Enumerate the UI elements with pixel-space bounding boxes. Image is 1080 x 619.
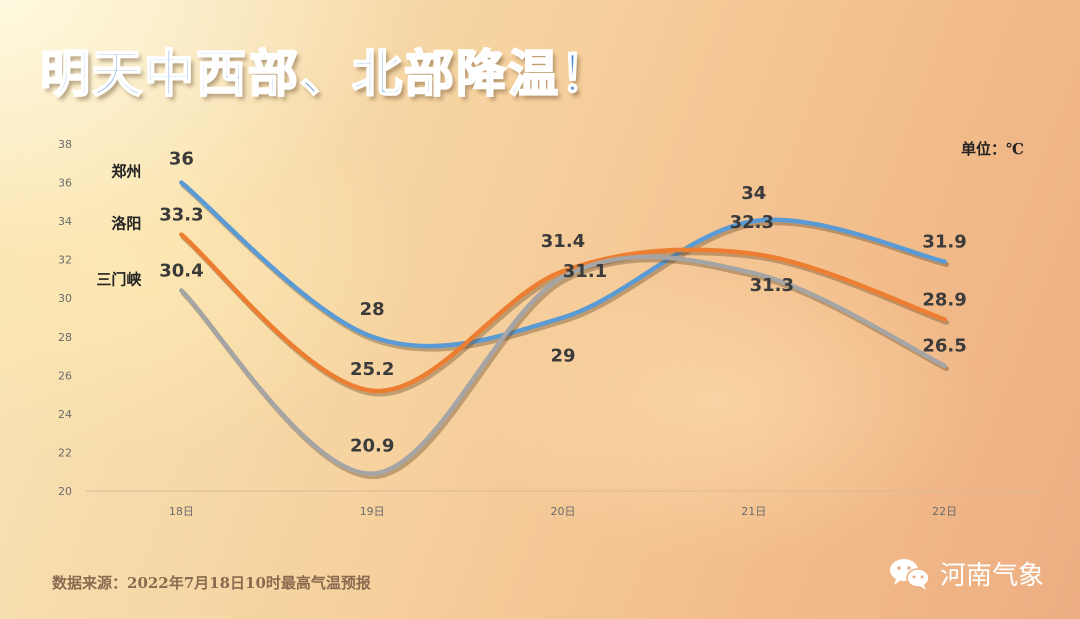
- data-label: 33.3: [159, 205, 203, 226]
- x-tick-label: 18日: [169, 505, 194, 518]
- y-tick-label: 20: [58, 485, 72, 498]
- x-tick-label: 21日: [741, 505, 766, 518]
- data-label: 34: [741, 183, 766, 204]
- wechat-icon: [889, 558, 930, 590]
- y-tick-label: 24: [58, 408, 72, 421]
- y-tick-label: 38: [58, 138, 72, 151]
- series-line-1: [179, 180, 947, 349]
- x-tick-label: 22日: [932, 505, 957, 518]
- page-title: 明天中西部、北部降温！: [39, 44, 612, 104]
- data-label: 31.9: [922, 232, 966, 253]
- x-tick-label: 19日: [360, 505, 385, 518]
- series-name-label: 郑州: [111, 163, 141, 181]
- series-name-label: 三门峡: [96, 271, 142, 289]
- data-label: 28.9: [922, 289, 966, 310]
- y-tick-label: 28: [58, 331, 72, 344]
- series-line-3: [179, 254, 947, 476]
- data-label: 30.4: [159, 261, 203, 282]
- data-label: 29: [550, 346, 575, 367]
- y-tick-label: 34: [58, 215, 72, 228]
- data-label: 25.2: [350, 359, 394, 380]
- data-label: 31.3: [750, 275, 794, 296]
- x-tick-label: 20日: [551, 505, 576, 518]
- source-note: 数据来源：2022年7月18日10时最高气温预报: [52, 574, 371, 592]
- data-label: 26.5: [922, 336, 966, 357]
- y-tick-label: 22: [58, 446, 72, 459]
- data-label: 36: [169, 149, 194, 170]
- data-label: 32.3: [730, 212, 774, 233]
- data-label: 31.4: [541, 231, 585, 252]
- data-label: 20.9: [350, 436, 394, 457]
- data-label: 28: [360, 299, 385, 320]
- data-label: 31.1: [563, 261, 607, 282]
- brand-name: 河南气象: [939, 561, 1044, 591]
- y-tick-label: 26: [58, 369, 72, 382]
- series-name-label: 洛阳: [111, 215, 141, 233]
- brand: 河南气象: [888, 555, 1044, 592]
- y-tick-label: 32: [58, 254, 72, 267]
- unit-label: 单位：℃: [961, 140, 1024, 158]
- series-line-2: [179, 232, 947, 394]
- y-tick-label: 36: [58, 177, 72, 190]
- y-tick-label: 30: [58, 292, 72, 305]
